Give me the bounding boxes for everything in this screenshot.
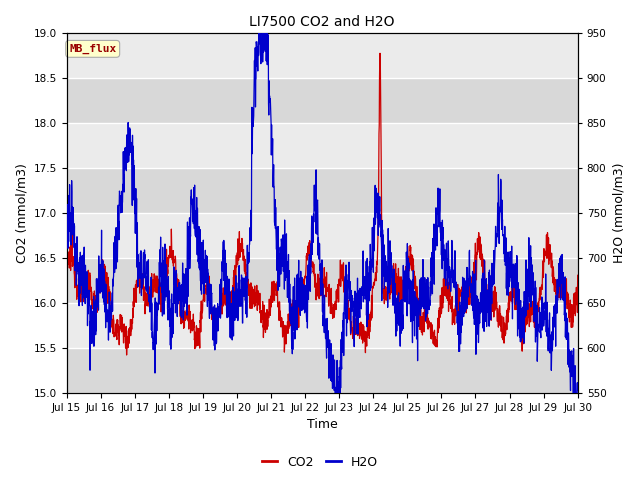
Bar	[67, 168, 578, 213]
Bar	[67, 348, 578, 393]
Bar	[67, 33, 578, 78]
Y-axis label: H2O (mmol/m3): H2O (mmol/m3)	[612, 163, 625, 264]
Bar	[67, 303, 578, 348]
Title: LI7500 CO2 and H2O: LI7500 CO2 and H2O	[250, 15, 395, 29]
Bar	[67, 258, 578, 303]
X-axis label: Time: Time	[307, 419, 337, 432]
Legend: CO2, H2O: CO2, H2O	[257, 451, 383, 474]
Bar	[67, 78, 578, 123]
Text: MB_flux: MB_flux	[69, 44, 116, 54]
Y-axis label: CO2 (mmol/m3): CO2 (mmol/m3)	[15, 163, 28, 263]
Bar	[67, 213, 578, 258]
Bar	[67, 123, 578, 168]
